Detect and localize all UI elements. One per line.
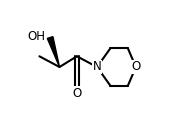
Text: O: O	[131, 60, 140, 74]
Text: N: N	[93, 60, 101, 74]
Text: O: O	[72, 87, 81, 100]
Polygon shape	[47, 37, 60, 67]
Text: OH: OH	[27, 30, 45, 43]
